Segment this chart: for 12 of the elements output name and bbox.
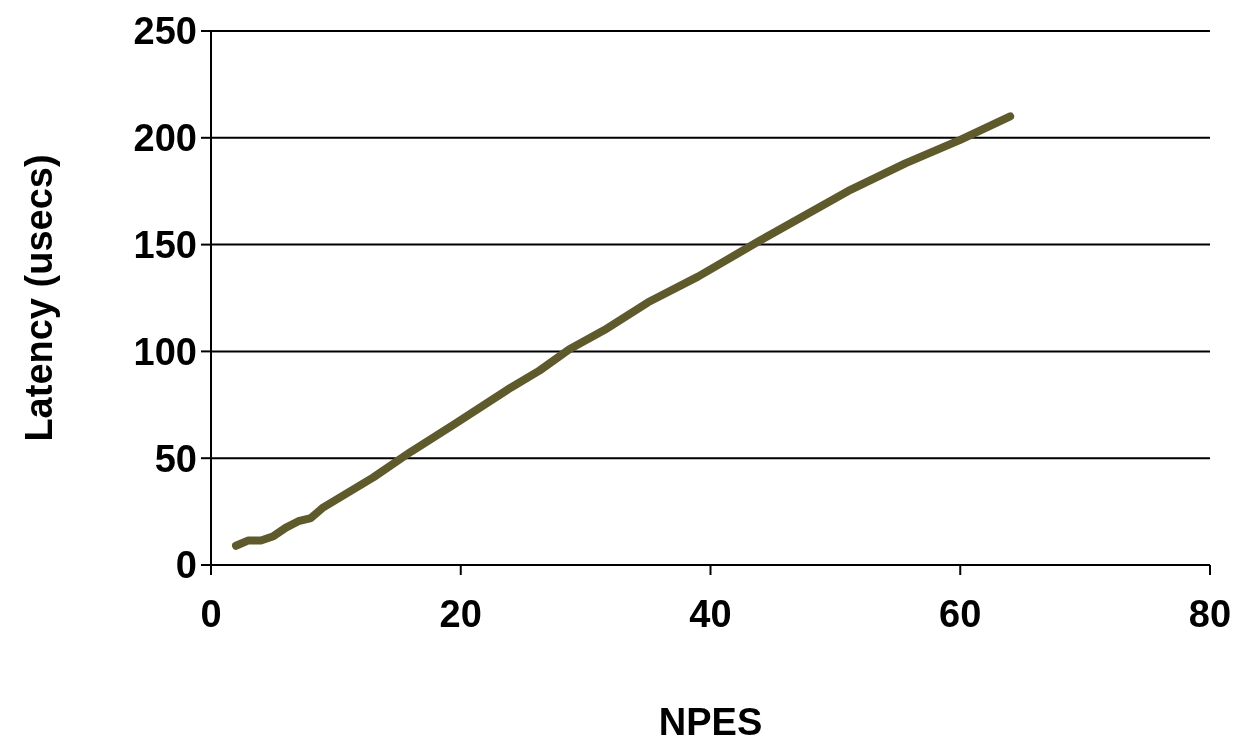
y-axis-title: Latency (usecs) [18,154,60,442]
x-axis-title: NPES [658,701,763,743]
x-tick-label: 40 [689,593,732,635]
x-tick-label: 80 [1188,593,1232,635]
y-tick-label: 200 [133,117,197,160]
y-tick-label: 150 [133,223,197,266]
y-tick-label: 0 [175,544,197,587]
y-tick-label: 50 [154,437,197,480]
y-tick-label: 100 [133,330,197,373]
y-tick-label: 250 [133,10,197,53]
x-tick-label: 60 [939,593,982,635]
x-tick-label: 20 [439,593,482,635]
